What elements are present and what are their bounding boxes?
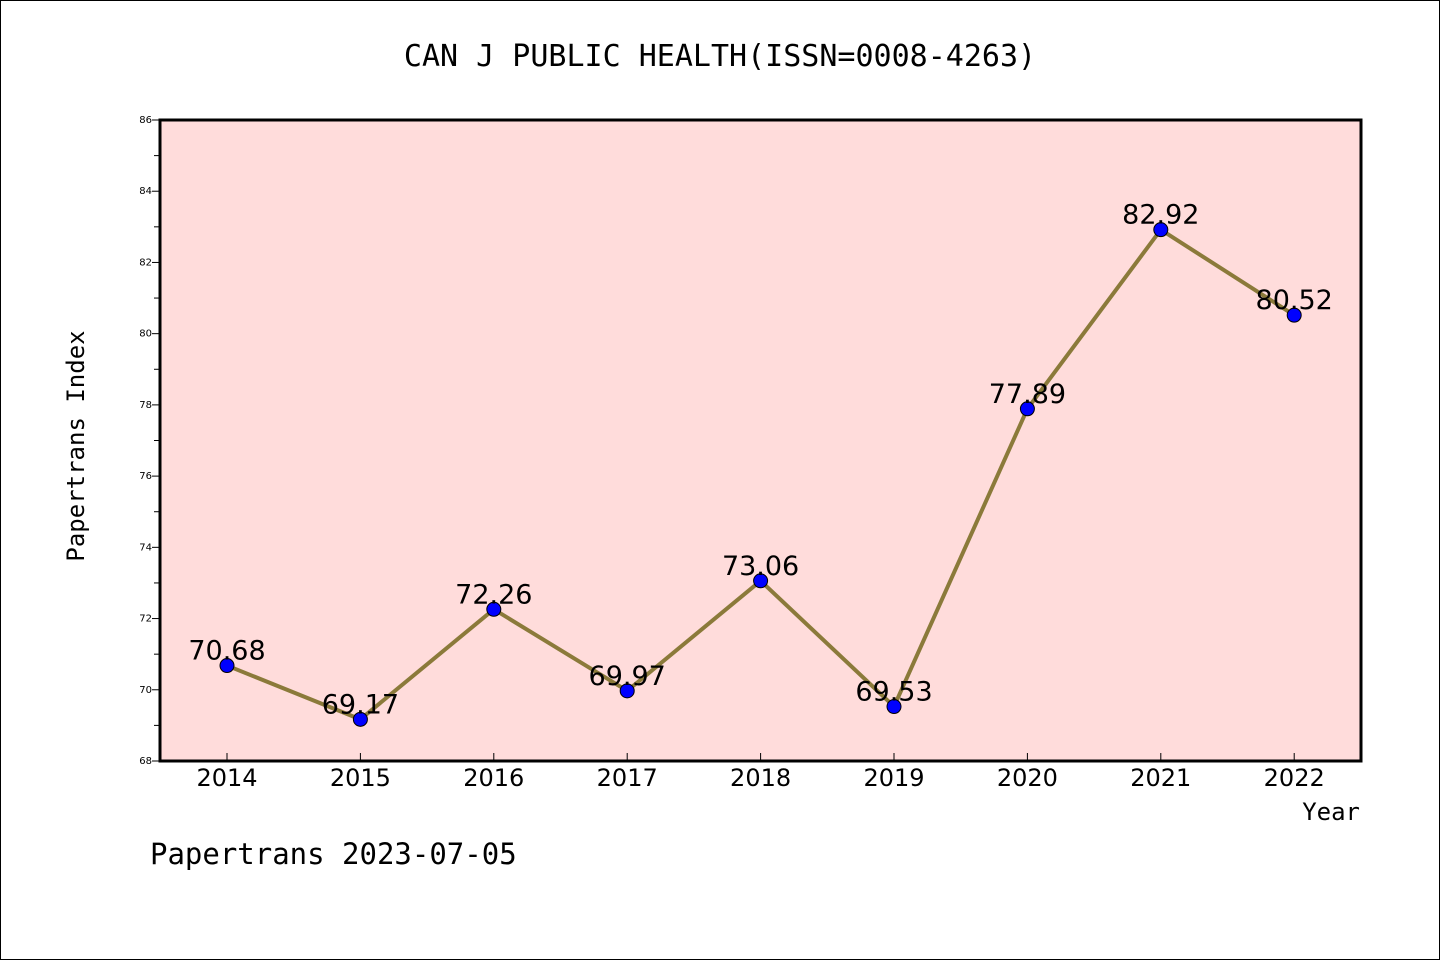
x-tick-label: 2017 [597,764,658,792]
data-label: 69.17 [322,689,399,720]
y-tick-label: 78 [139,400,152,411]
plot-border [158,118,1363,763]
y-tick-label: 84 [139,186,152,197]
data-point [219,658,235,674]
y-tick-label: 68 [139,756,152,767]
y-tick-label: 70 [139,685,152,696]
y-tick-label: 86 [139,115,152,126]
x-tick-label: 2016 [463,764,524,792]
y-tick-label: 80 [139,329,152,340]
y-tick-label: 74 [139,542,152,553]
data-label: 69.53 [855,677,932,708]
x-tick-label: 2022 [1264,764,1325,792]
data-point [1286,307,1302,323]
chart-title: CAN J PUBLIC HEALTH(ISSN=0008-4263) [404,39,1036,74]
data-point [619,683,635,699]
data-point [1153,222,1169,238]
data-label: 73.06 [722,551,799,582]
data-point [352,711,368,727]
x-axis-label: Year [1302,798,1360,826]
data-point [486,601,502,617]
y-tick-label: 76 [139,471,152,482]
y-tick-label: 72 [139,614,152,625]
data-label: 72.26 [455,579,532,610]
data-label: 70.68 [188,636,265,667]
data-point [753,573,769,589]
x-tick-label: 2020 [997,764,1058,792]
data-label: 69.97 [589,661,666,692]
x-tick-label: 2021 [1130,764,1191,792]
y-tick-label: 82 [139,257,152,268]
data-point [886,699,902,715]
plot-area: 68 70 72 74 76 78 80 82 84 86 2014 2015 2016 2017 2018… [139,115,1363,792]
x-tick-label: 2018 [730,764,791,792]
y-axis-label: Papertrans Index [62,330,90,561]
data-label: 80.52 [1256,285,1333,316]
data-label: 77.89 [989,379,1066,410]
x-tick-label: 2015 [330,764,391,792]
data-label: 82.92 [1122,200,1199,231]
data-point [1019,401,1035,417]
x-tick-label: 2019 [863,764,924,792]
x-tick-label: 2014 [196,764,257,792]
footer-credit: Papertrans 2023-07-05 [150,837,517,871]
